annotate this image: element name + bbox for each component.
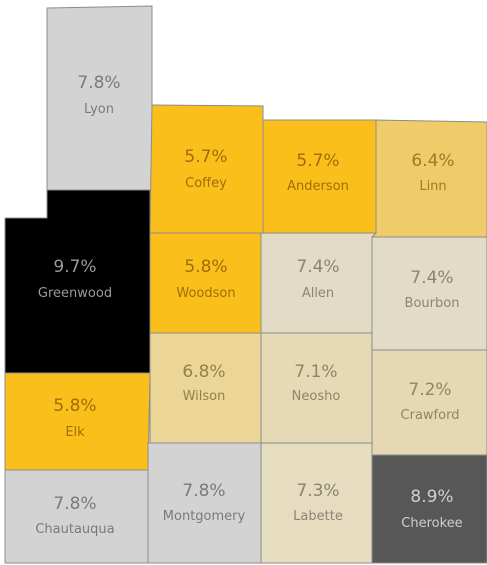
county-name: Chautauqua <box>35 522 114 537</box>
county <box>149 104 264 234</box>
county-value: 9.7% <box>53 257 96 277</box>
county <box>260 442 373 564</box>
county-value: 7.4% <box>410 268 453 288</box>
county-value: 8.9% <box>410 487 453 507</box>
county-value: 7.8% <box>182 481 225 501</box>
county-name: Montgomery <box>163 509 246 524</box>
county-value: 7.3% <box>296 481 339 501</box>
county-name: Labette <box>293 509 343 524</box>
county-name: Elk <box>65 425 85 440</box>
county-value: 7.1% <box>294 362 337 382</box>
county-value: 5.8% <box>53 396 96 416</box>
county-value: 5.7% <box>296 151 339 171</box>
county <box>147 442 262 564</box>
county-name: Bourbon <box>405 296 460 311</box>
county-value: 5.8% <box>184 257 227 277</box>
county-value: 7.8% <box>53 494 96 514</box>
county-value: 6.4% <box>411 151 454 171</box>
county-name: Wilson <box>183 389 226 404</box>
county-name: Coffey <box>185 176 227 191</box>
county-name: Linn <box>419 179 446 194</box>
county-value: 7.4% <box>296 257 339 277</box>
county-value: 6.8% <box>182 362 225 382</box>
county-name: Neosho <box>292 389 341 404</box>
county-name: Greenwood <box>38 286 112 301</box>
county <box>371 454 487 564</box>
county-name: Anderson <box>287 179 349 194</box>
county <box>149 232 262 334</box>
county <box>371 349 487 456</box>
county <box>260 332 373 444</box>
county <box>46 5 153 191</box>
county <box>4 189 151 374</box>
county <box>4 372 151 471</box>
county-name: Lyon <box>84 102 114 117</box>
county-name: Cherokee <box>401 516 462 531</box>
county <box>149 332 262 444</box>
county <box>262 119 377 234</box>
county-name: Woodson <box>176 286 235 301</box>
county-name: Allen <box>302 286 334 301</box>
county-name: Crawford <box>401 408 460 423</box>
county-value: 7.2% <box>408 380 451 400</box>
county <box>260 232 378 334</box>
county-value: 5.7% <box>184 147 227 167</box>
county <box>4 469 149 564</box>
county-value: 7.8% <box>77 73 120 93</box>
county <box>371 236 487 351</box>
